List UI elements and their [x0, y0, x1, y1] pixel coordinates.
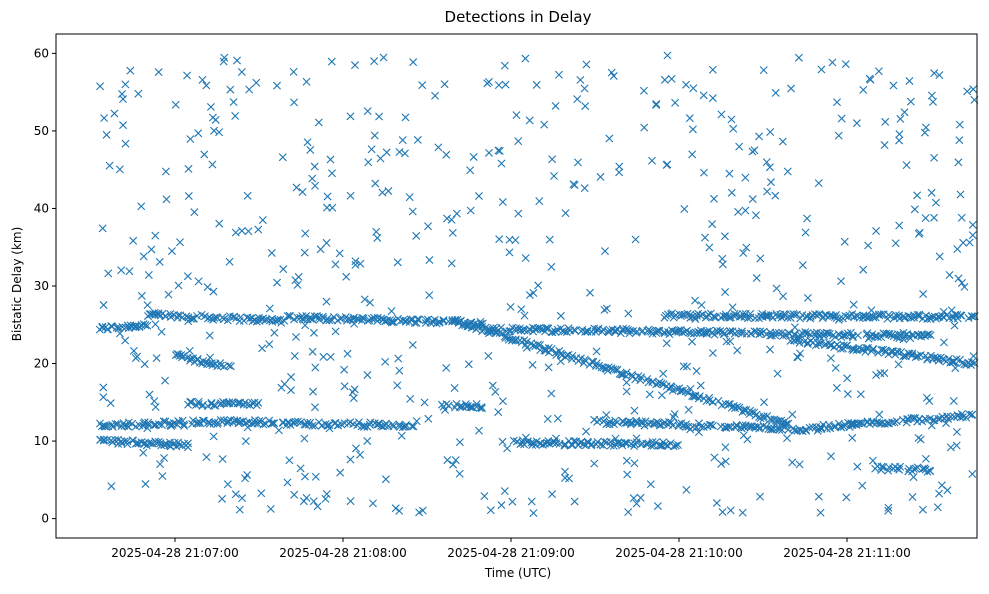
y-tick-label: 50 — [34, 124, 49, 138]
y-tick-label: 60 — [34, 46, 49, 60]
y-tick-label: 30 — [34, 279, 49, 293]
x-tick-label: 2025-04-28 21:11:00 — [783, 546, 910, 560]
y-tick-label: 0 — [41, 512, 49, 526]
x-tick-label: 2025-04-28 21:08:00 — [279, 546, 406, 560]
y-tick-label: 20 — [34, 357, 49, 371]
y-axis-label: Bistatic Delay (km) — [10, 227, 24, 342]
y-tick-label: 40 — [34, 201, 49, 215]
x-tick-label: 2025-04-28 21:07:00 — [111, 546, 238, 560]
x-axis-label: Time (UTC) — [484, 566, 551, 580]
chart-title: Detections in Delay — [445, 8, 592, 26]
x-tick-label: 2025-04-28 21:09:00 — [447, 546, 574, 560]
x-tick-label: 2025-04-28 21:10:00 — [615, 546, 742, 560]
y-tick-label: 10 — [34, 434, 49, 448]
